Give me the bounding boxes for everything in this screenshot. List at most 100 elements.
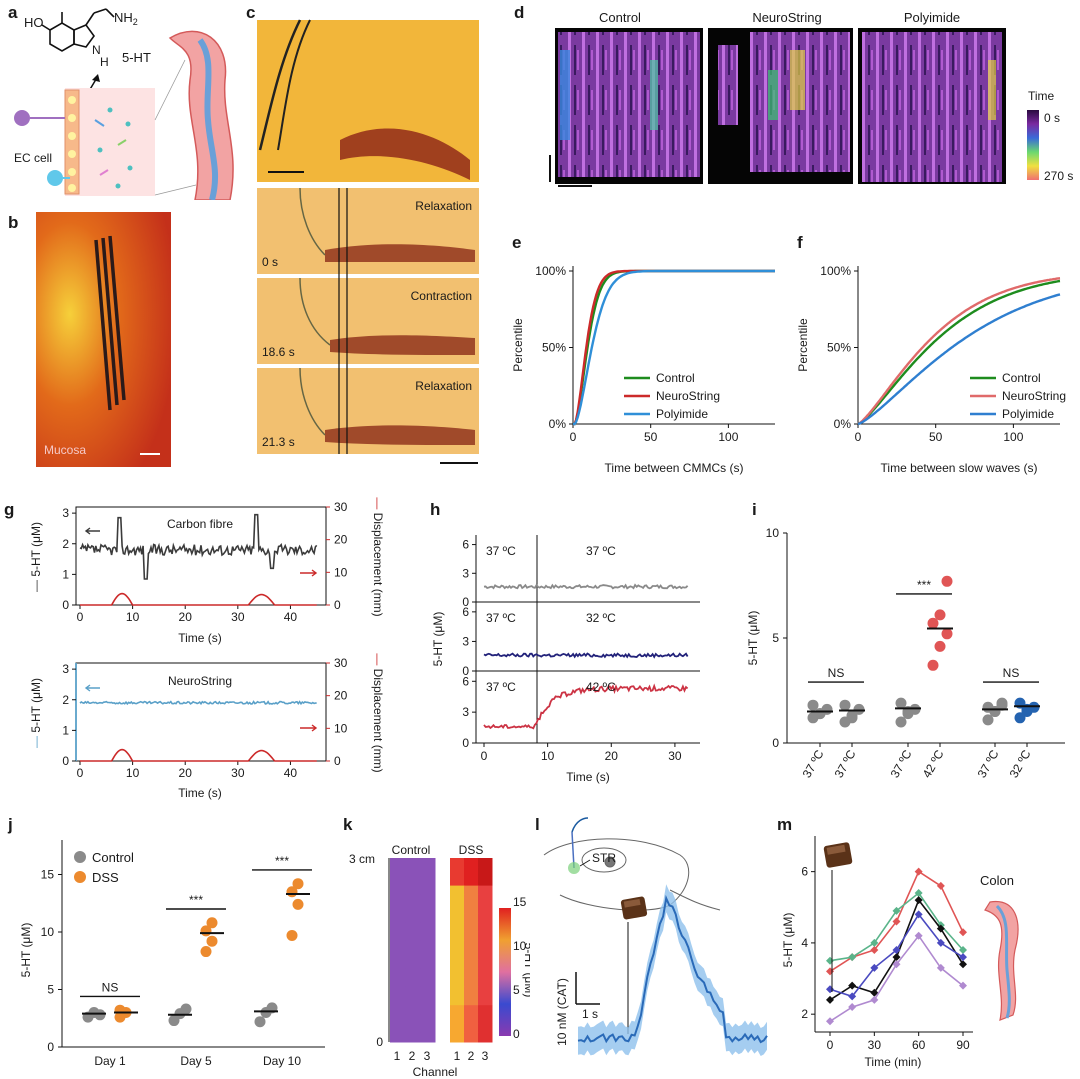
chart-e-xlabel: Time between CMMCs (s) [605,461,744,475]
dss-cell [450,1023,465,1034]
dss-cell [478,931,493,942]
dss-cell [478,913,493,923]
trace-mean [577,894,768,1044]
dss-point [206,935,218,947]
dss-cell [464,913,479,923]
dss-cell [450,904,465,914]
trace-displacement [80,592,317,606]
dss-cell [464,867,479,877]
data-marker [826,985,834,994]
x-tick-label: 0 [77,610,84,624]
chart-f-ticks: 0 50 100 0% 50% 100% [820,264,1023,444]
control-cell [390,913,406,923]
mouse-head-icon [543,838,721,911]
ch-label-d1: 1 [454,1049,461,1063]
control-cell [405,1023,421,1034]
data-marker [848,981,857,990]
dss-cell [450,1032,465,1043]
molecule-h: H [100,55,109,69]
x-tick-label: 50 [644,430,658,444]
control-cell [405,894,421,905]
panel-l: l STR 10 nM (CAT) 1 s [535,815,768,1056]
dss-cell [464,922,479,933]
chart-m-lines [826,867,967,1026]
panel-label-j: j [7,815,13,834]
striatum-spot [568,862,580,874]
heatmap-ytop: 3 cm [349,852,375,866]
colon-icon [984,901,1019,1021]
arrow-left-icon [84,527,100,535]
panel-k: k Control DSS 3 cm 0 1 2 3 1 2 3 Channel… [343,815,530,1079]
panel-a: a HO NH2 N H 5-HT EC cell [8,3,234,200]
x-tick-label: 0 [570,430,577,444]
control-point [254,1016,266,1028]
chart-f-xlabel: Time between slow waves (s) [881,461,1038,475]
y-tick-label: 0 [772,736,779,750]
chart-g-top-xlabel: Time (s) [178,631,222,645]
frame-1-time: 18.6 s [262,345,295,359]
control-cell [390,867,406,877]
serotonin-molecule-icon [41,8,115,52]
y-tick-label: 10 [766,526,780,540]
trace-sem-band [578,884,767,1056]
dss-cell [464,894,479,905]
dss-point [292,878,304,890]
control-cell [420,922,436,933]
control-cell [405,885,421,896]
control-cell [420,1005,436,1015]
y2-tick-label: 30 [334,500,348,514]
dss-cell [450,940,465,951]
data-marker [848,953,857,962]
frame-2-time: 21.3 s [262,435,295,449]
control-cell [390,977,406,988]
data-point [934,609,946,621]
y-tick-label: 1 [62,723,69,737]
y-tick-label: 3 [462,705,469,719]
x-tick-label: 10 [541,749,555,763]
y-tick-label: 0 [462,664,469,678]
data-marker [959,960,967,969]
x-tick-label: 40 [284,766,298,780]
molecule-n: N [92,43,101,57]
data-marker [826,1017,834,1026]
dss-cell [464,950,479,960]
chart-g-top-y2label: — Displacement (mm) [371,497,385,616]
cbar-tick-10: 10 [513,939,527,953]
cbar-tick-5: 5 [513,983,520,997]
kymo-title-control: Control [599,10,641,25]
panel-m: m 0 30 60 90 2 4 6 5-HT (μM) Time (min) Colon [777,815,1019,1069]
control-cell [420,913,436,923]
cbar-tick-0: 0 [513,1027,520,1041]
x-tick-label: 50 [929,430,943,444]
chart-l-trace [577,884,768,1056]
dss-cell [464,940,479,951]
dss-cell [464,904,479,914]
colon-label: Colon [980,873,1014,888]
x-tick-label: 40 [284,610,298,624]
dss-cell [450,885,465,896]
y-tick-label: 6 [462,605,469,619]
data-marker [826,967,834,976]
control-cell [420,986,436,997]
release-arrowhead [92,74,100,82]
data-point [941,575,953,587]
heatmap-colorbar [499,908,511,1036]
x-tick-label: 100 [718,430,738,444]
x-tick-label: 37 ºC [832,747,859,780]
neurostring-implant [94,235,126,411]
control-cell [420,867,436,877]
data-point [927,617,939,629]
y-tick-label: 3 [62,662,69,676]
heatmap-title-dss: DSS [459,843,484,857]
molecule-ho: HO [24,15,44,30]
control-cell [420,940,436,951]
colorbar [1027,110,1039,180]
y-tick-label: 6 [801,865,808,879]
control-cell [405,931,421,942]
y-tick-label: 6 [462,674,469,688]
dss-cell [478,904,493,914]
chart-f-legend: Control NeuroString Polyimide [970,371,1066,421]
dss-cell [450,922,465,933]
data-marker [914,889,923,898]
